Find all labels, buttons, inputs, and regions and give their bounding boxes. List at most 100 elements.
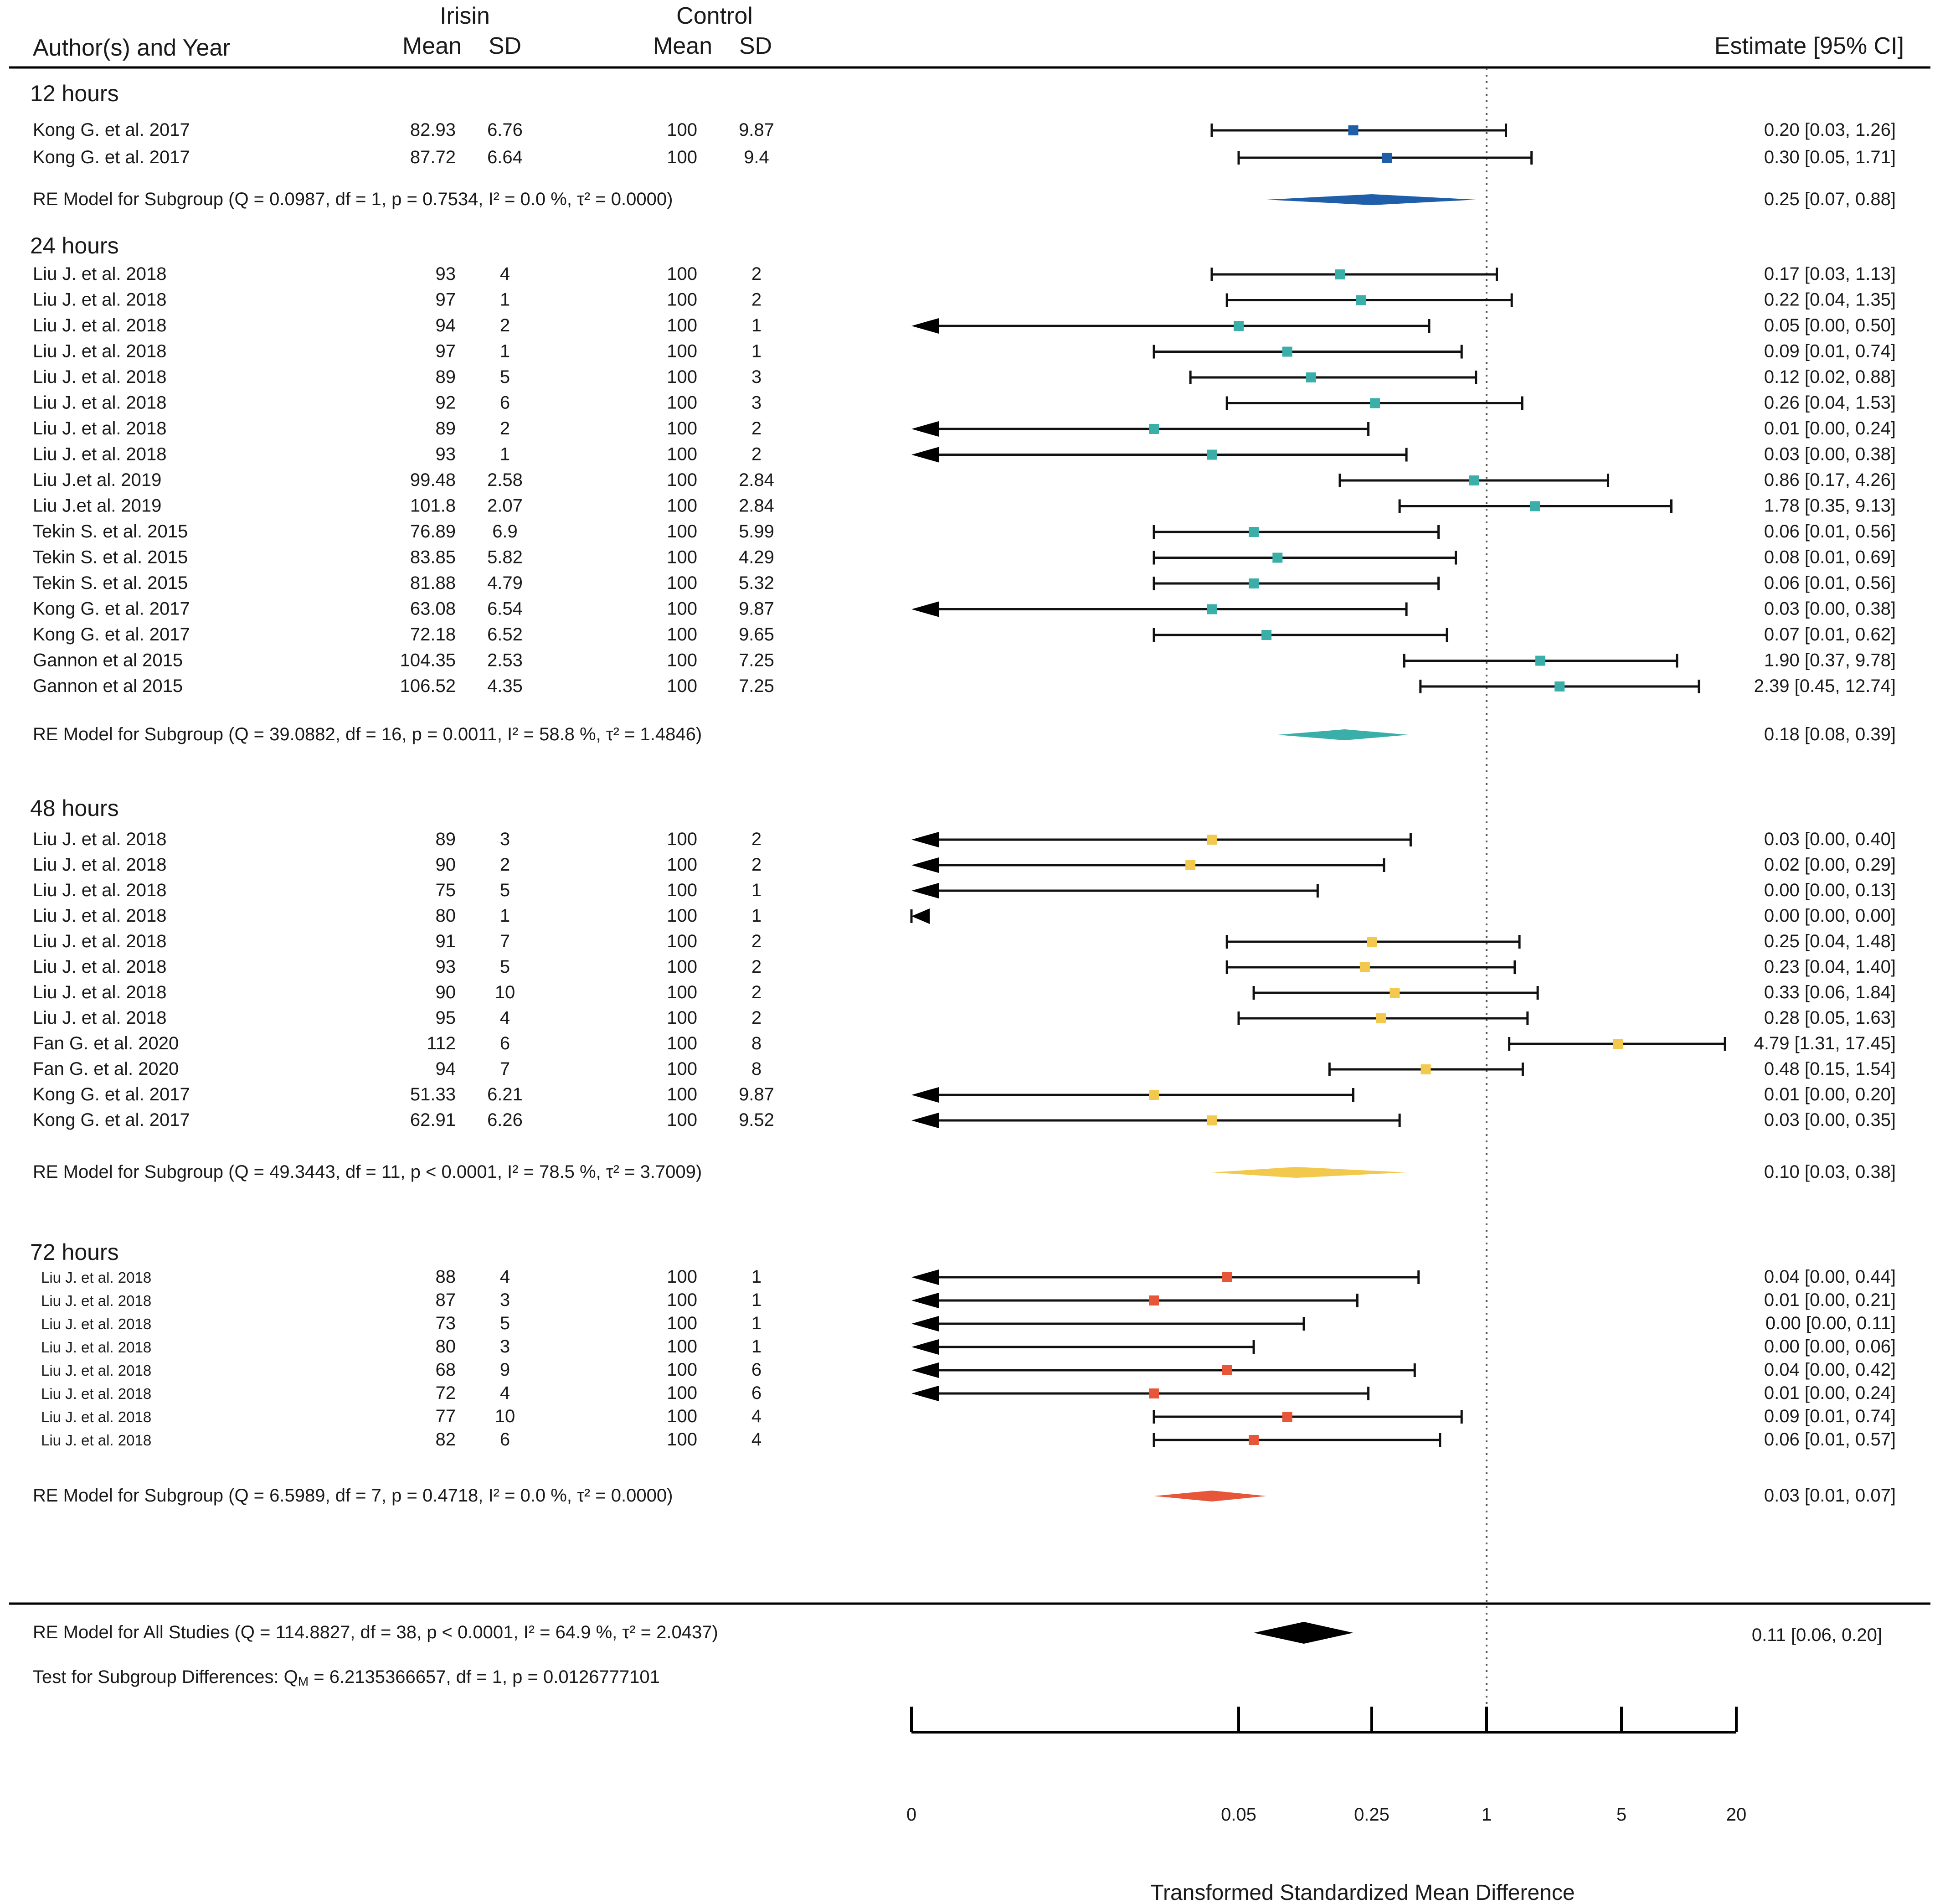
study-row: Tekin S. et al. 2015 81.88 4.79 100 5.32 0.06…: [33, 573, 1896, 593]
confidence-interval: [1225, 396, 1523, 410]
irisin-sd: 6: [500, 393, 510, 413]
header-control: Control: [676, 3, 753, 29]
control-sd: 2: [751, 418, 762, 439]
point-estimate: [1206, 835, 1217, 845]
confidence-interval: [911, 1269, 1420, 1285]
control-mean: 100: [667, 547, 697, 568]
confidence-interval: [911, 857, 1385, 873]
study-author: Liu J. et al. 2018: [33, 341, 167, 361]
point-estimate: [1206, 1115, 1217, 1125]
confidence-interval: [1237, 1011, 1529, 1025]
confidence-interval: [1419, 680, 1700, 693]
point-estimate: [1261, 630, 1272, 640]
study-estimate: 0.06 [0.01, 0.56]: [1764, 521, 1896, 542]
irisin-mean: 82: [436, 1429, 456, 1450]
point-estimate: [1282, 1412, 1292, 1422]
point-estimate: [1185, 860, 1196, 870]
control-mean: 100: [667, 341, 697, 361]
subgroup-12-hours: 12 hours Kong G. et al. 2017 82.93 6.76 100 9…: [30, 81, 1896, 209]
study-estimate: 0.03 [0.00, 0.38]: [1764, 599, 1896, 619]
confidence-interval: [911, 601, 1408, 617]
study-author: Liu J. et al. 2018: [33, 982, 167, 1002]
study-estimate: 0.17 [0.03, 1.13]: [1764, 264, 1896, 284]
subgroup-72-hours: 72 hours Liu J. et al. 2018 88 4 100 1 0.04 [0…: [30, 1239, 1896, 1506]
irisin-mean: 104.35: [400, 650, 456, 671]
study-author: Liu J. et al. 2018: [41, 1362, 151, 1379]
study-author: Liu J. et al. 2018: [41, 1316, 151, 1332]
control-sd: 1: [751, 1290, 762, 1310]
irisin-sd: 2.58: [487, 470, 523, 490]
study-row: Liu J. et al. 2018 80 1 100 1 0.00 [0.00, 0.0…: [33, 906, 1896, 926]
control-sd: 2: [751, 957, 762, 977]
study-author: Liu J.et al. 2019: [33, 470, 161, 490]
point-estimate: [1376, 1013, 1386, 1023]
study-author: Tekin S. et al. 2015: [33, 547, 188, 568]
study-author: Liu J. et al. 2018: [33, 931, 167, 951]
study-estimate: 0.00 [0.00, 0.11]: [1765, 1313, 1896, 1333]
study-row: Liu J. et al. 2018 97 1 100 2 0.22 [0.04, 1.3…: [33, 290, 1896, 310]
study-estimate: 1.78 [0.35, 9.13]: [1764, 496, 1896, 516]
irisin-mean: 90: [436, 982, 456, 1002]
ci-left-arrow: [911, 908, 930, 924]
study-author: Liu J. et al. 2018: [33, 829, 167, 849]
subgroup-title: 48 hours: [30, 795, 119, 821]
irisin-mean: 72.18: [410, 624, 456, 645]
subgroup-diamond: [1277, 729, 1409, 740]
irisin-mean: 112: [427, 1033, 456, 1053]
study-author: Liu J. et al. 2018: [33, 444, 167, 464]
control-sd: 9.65: [739, 624, 774, 645]
irisin-sd: 7: [500, 1059, 510, 1079]
control-sd: 3: [751, 393, 762, 413]
study-estimate: 0.86 [0.17, 4.26]: [1764, 470, 1896, 490]
irisin-mean: 89: [436, 367, 456, 387]
study-row: Liu J.et al. 2019 101.8 2.07 100 2.84 1.78 [0…: [33, 496, 1896, 516]
subgroup-24-hours: 24 hours Liu J. et al. 2018 93 4 100 2 0.17 [0…: [30, 233, 1896, 744]
ci-left-arrow: [911, 1113, 939, 1128]
irisin-sd: 4.79: [487, 573, 523, 593]
study-estimate: 0.04 [0.00, 0.44]: [1764, 1267, 1896, 1287]
study-estimate: 0.48 [0.15, 1.54]: [1764, 1059, 1896, 1079]
subgroup-model-label: RE Model for Subgroup (Q = 0.0987, df = …: [33, 189, 673, 209]
irisin-sd: 5: [500, 1313, 510, 1333]
ci-left-arrow: [911, 447, 939, 463]
control-sd: 2: [751, 290, 762, 310]
study-row: Liu J. et al. 2018 68 9 100 6 0.04 [0.00, 0.4…: [41, 1360, 1896, 1380]
header-irisin-mean: Mean: [402, 33, 462, 59]
irisin-sd: 2.07: [487, 496, 523, 516]
control-mean: 100: [667, 418, 697, 439]
control-sd: 2: [751, 931, 762, 951]
point-estimate: [1206, 449, 1217, 460]
point-estimate: [1535, 655, 1546, 666]
ci-left-arrow: [911, 883, 939, 898]
ci-left-arrow: [911, 318, 939, 334]
control-mean: 100: [667, 624, 697, 645]
study-row: Tekin S. et al. 2015 76.89 6.9 100 5.99 0.06 …: [33, 521, 1896, 542]
study-author: Liu J. et al. 2018: [33, 315, 167, 335]
confidence-interval: [1153, 1433, 1441, 1447]
irisin-sd: 4: [500, 1267, 510, 1287]
study-row: Liu J. et al. 2018 95 4 100 2 0.28 [0.05, 1.6…: [33, 1008, 1896, 1028]
irisin-sd: 9: [500, 1360, 510, 1380]
study-row: Kong G. et al. 2017 72.18 6.52 100 9.65 0.07 …: [33, 624, 1896, 645]
study-row: Kong G. et al. 2017 87.72 6.64 100 9.4 0.30 […: [33, 147, 1896, 167]
ci-left-arrow: [911, 1362, 939, 1378]
ci-left-arrow: [911, 1339, 939, 1355]
confidence-interval: [1153, 345, 1463, 359]
x-tick-label: 20: [1726, 1805, 1747, 1825]
ci-left-arrow: [911, 1087, 939, 1103]
irisin-mean: 68: [436, 1360, 456, 1380]
study-row: Gannon et al 2015 106.52 4.35 100 7.25 2.39 […: [33, 676, 1896, 696]
confidence-interval: [1153, 628, 1448, 642]
study-estimate: 0.06 [0.01, 0.57]: [1764, 1429, 1896, 1450]
irisin-sd: 6.64: [487, 147, 523, 167]
study-author: Kong G. et al. 2017: [33, 120, 190, 140]
confidence-interval: [1189, 371, 1477, 384]
irisin-mean: 76.89: [410, 521, 456, 542]
point-estimate: [1348, 125, 1359, 135]
control-mean: 100: [667, 1360, 697, 1380]
irisin-mean: 80: [436, 1336, 456, 1357]
control-mean: 100: [667, 147, 697, 167]
study-row: Liu J. et al. 2018 91 7 100 2 0.25 [0.04, 1.4…: [33, 931, 1896, 951]
point-estimate: [1420, 1064, 1431, 1074]
